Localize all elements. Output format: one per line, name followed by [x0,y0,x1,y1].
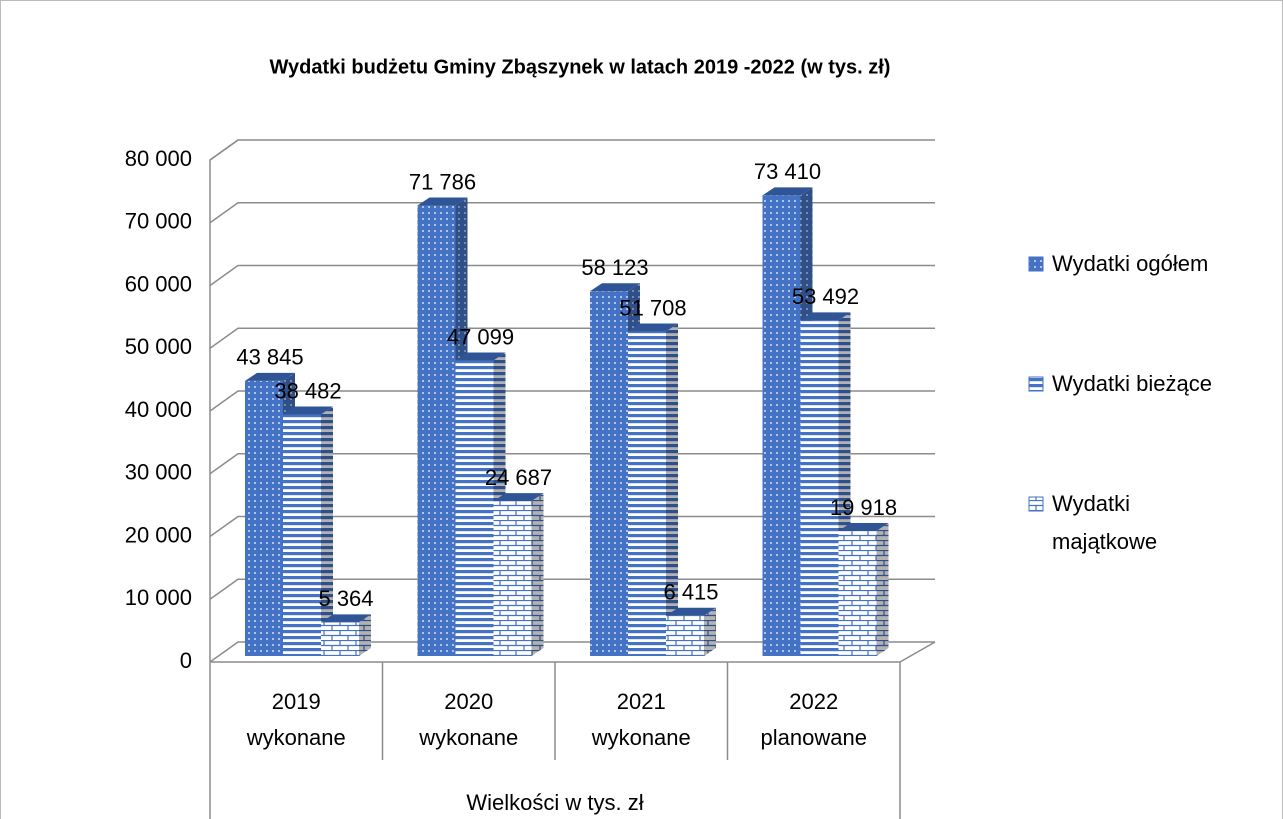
bar-side-shade [321,406,333,656]
bar [666,607,716,656]
bar-side-shade [704,607,716,656]
data-label: 53 492 [792,284,859,309]
data-label: 58 123 [581,255,648,280]
grid-line [209,264,935,287]
bar-top [321,614,371,623]
legend-swatch [1028,256,1044,272]
bar-top [666,607,716,616]
grid-line [209,578,935,600]
bar-front [245,380,283,656]
bar-top [283,406,333,415]
data-label: 5 364 [318,586,373,611]
y-tick-label: 70 000 [125,209,192,234]
axis-wall [209,139,239,662]
bar-side [704,607,716,656]
bar-top [455,352,506,361]
data-label: 73 410 [754,159,821,184]
bar-front [800,320,839,656]
data-label: 47 099 [447,324,514,349]
chart-title: Wydatki budżetu Gminy Zbąszynek w latach… [270,56,891,78]
data-label: 6 415 [663,580,718,605]
bar-front [590,291,628,656]
bar-front [628,331,666,656]
legend-label: Wydatki majątkowe [1052,491,1158,554]
data-label: 38 482 [274,378,341,403]
y-tick-label: 30 000 [125,460,192,485]
data-label: 24 687 [485,465,552,490]
y-tick-label: 40 000 [125,397,192,422]
bar-side-shade [359,614,371,656]
x-group-label: Wielkości w tys. zł [466,790,644,815]
bar-front [838,531,877,656]
y-tick-label: 20 000 [125,522,192,547]
bar [283,406,333,656]
legend-swatch [1028,376,1044,392]
bar [800,312,851,656]
data-label: 51 708 [619,295,686,320]
x-tick-label: 2021 wykonane [591,689,691,750]
x-tick-label: 2019 wykonane [246,689,346,750]
bar [628,323,678,656]
bar-top [245,372,295,381]
bar-side [321,406,333,656]
y-tick-label: 10 000 [125,585,192,610]
bar-top [628,323,678,332]
grid-line [209,390,935,412]
grid-line [209,515,935,538]
y-tick-label: 80 000 [125,146,192,171]
bar-front [493,501,532,656]
bar-front [417,205,456,656]
bar-top [762,187,813,196]
x-tick-label: 2022 planowane [760,689,867,750]
bar [321,614,371,656]
legend-label: Wydatki bieżące [1052,371,1212,396]
bar-top [417,197,468,206]
bar [493,493,544,656]
bar-side-shade [876,523,889,656]
y-tick-label: 0 [180,648,192,673]
data-label: 19 918 [830,495,897,520]
legend-swatch [1028,496,1044,512]
bar-top [838,523,889,532]
grid-line [209,139,935,161]
bar-front [762,195,801,657]
bar-side [666,323,678,656]
bar-front [283,414,321,656]
bar-front [455,360,494,656]
bar [838,523,889,656]
bar-front [321,622,359,656]
bar-side [876,523,889,656]
bar-top [590,283,640,292]
y-tick-label: 60 000 [125,271,192,296]
grid-line [209,327,935,349]
bar-front [666,615,704,656]
grid-line [209,453,935,475]
grid-line [209,202,935,224]
bar-side [359,614,371,656]
bar-side-shade [531,493,544,656]
data-label: 71 786 [409,169,476,194]
bar-side [531,493,544,656]
bar-side-shade [666,323,678,656]
bar-top [493,493,544,502]
data-label: 43 845 [236,345,303,370]
y-tick-label: 50 000 [125,334,192,359]
x-tick-label: 2020 wykonane [419,689,519,750]
legend-label: Wydatki ogółem [1052,251,1209,276]
bar-top [800,312,851,321]
